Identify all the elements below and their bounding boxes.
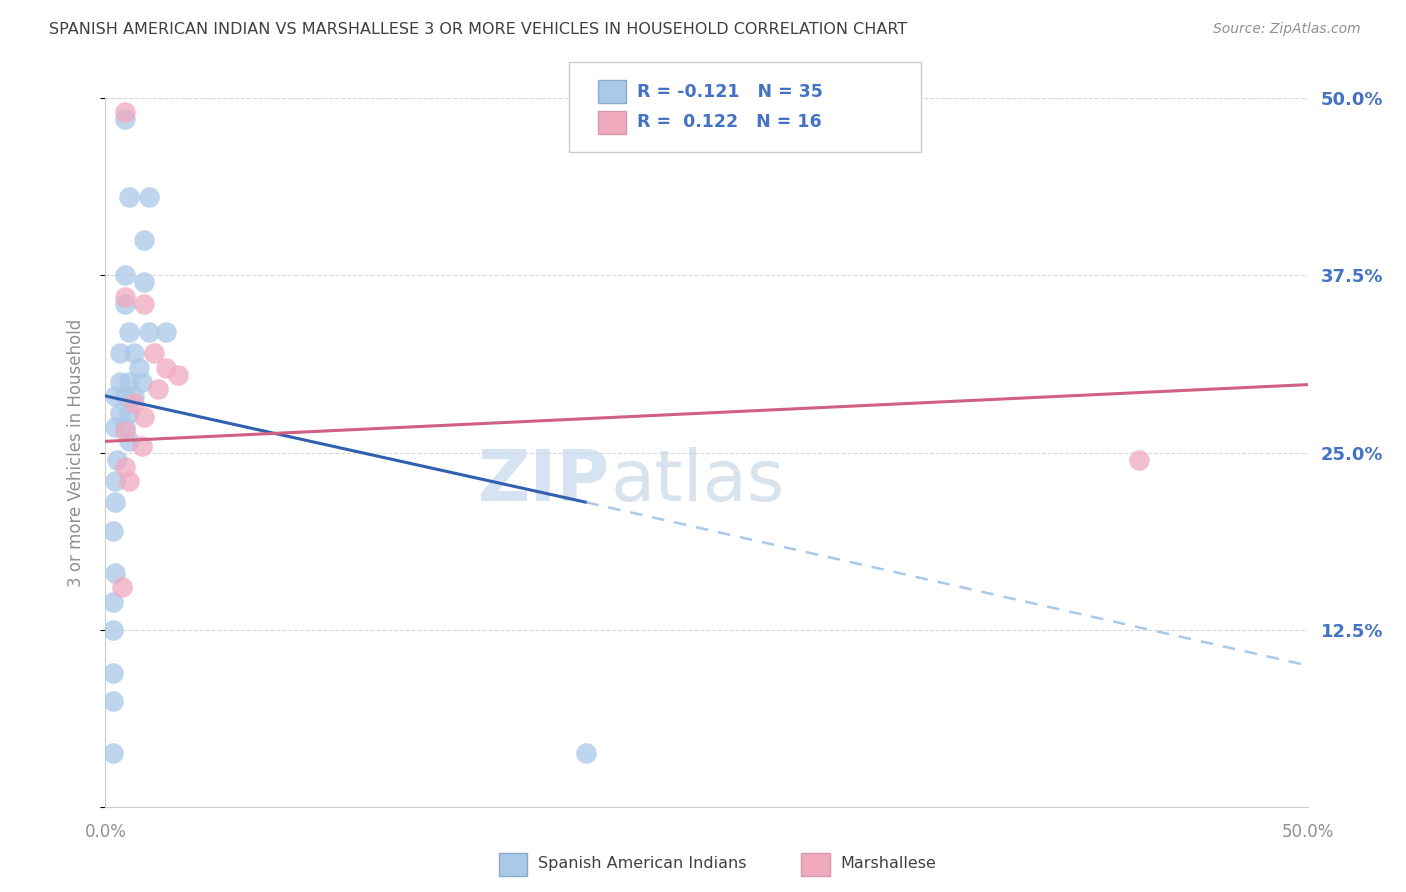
Point <box>104 566 127 581</box>
Point <box>104 389 127 403</box>
Y-axis label: 3 or more Vehicles in Household: 3 or more Vehicles in Household <box>66 318 84 587</box>
Text: SPANISH AMERICAN INDIAN VS MARSHALLESE 3 OR MORE VEHICLES IN HOUSEHOLD CORRELATI: SPANISH AMERICAN INDIAN VS MARSHALLESE 3… <box>49 22 907 37</box>
Point <box>114 290 136 304</box>
Point <box>118 474 141 488</box>
Point <box>107 452 129 467</box>
Text: R =  0.122   N = 16: R = 0.122 N = 16 <box>637 113 821 131</box>
Point <box>108 375 131 389</box>
Point <box>142 346 165 360</box>
Point <box>155 325 177 339</box>
Point <box>131 439 153 453</box>
Point <box>128 360 150 375</box>
Point <box>104 495 127 509</box>
Point <box>108 406 131 420</box>
Point <box>114 459 136 474</box>
Point <box>118 325 141 339</box>
Point <box>101 524 124 538</box>
Point <box>132 410 155 425</box>
Point <box>114 425 136 439</box>
Point <box>104 420 127 434</box>
Point <box>114 112 136 127</box>
Point <box>108 346 131 360</box>
Text: Marshallese: Marshallese <box>841 856 936 871</box>
Point <box>101 747 124 761</box>
Point <box>575 747 598 761</box>
Point <box>118 406 141 420</box>
Point <box>132 297 155 311</box>
Point <box>118 190 141 204</box>
Point <box>118 375 141 389</box>
Text: ZIP: ZIP <box>478 447 610 516</box>
Point <box>101 694 124 708</box>
Point <box>114 389 136 403</box>
Point <box>138 325 160 339</box>
Point <box>111 581 134 595</box>
Point <box>148 382 170 396</box>
Point <box>114 297 136 311</box>
Point <box>101 623 124 637</box>
Text: atlas: atlas <box>610 447 785 516</box>
Point <box>1128 452 1150 467</box>
Point <box>155 360 177 375</box>
Point <box>114 420 136 434</box>
Point <box>131 375 153 389</box>
Point <box>166 368 188 382</box>
Point <box>104 474 127 488</box>
Point <box>114 105 136 120</box>
Point <box>118 434 141 449</box>
Point <box>124 346 146 360</box>
Text: R = -0.121   N = 35: R = -0.121 N = 35 <box>637 83 823 101</box>
Text: Source: ZipAtlas.com: Source: ZipAtlas.com <box>1213 22 1361 37</box>
Point <box>124 396 146 410</box>
Point <box>138 190 160 204</box>
Point <box>132 233 155 247</box>
Text: Spanish American Indians: Spanish American Indians <box>538 856 747 871</box>
Point <box>101 665 124 680</box>
Point <box>132 276 155 290</box>
Point <box>101 594 124 608</box>
Point <box>114 268 136 283</box>
Point <box>124 389 146 403</box>
